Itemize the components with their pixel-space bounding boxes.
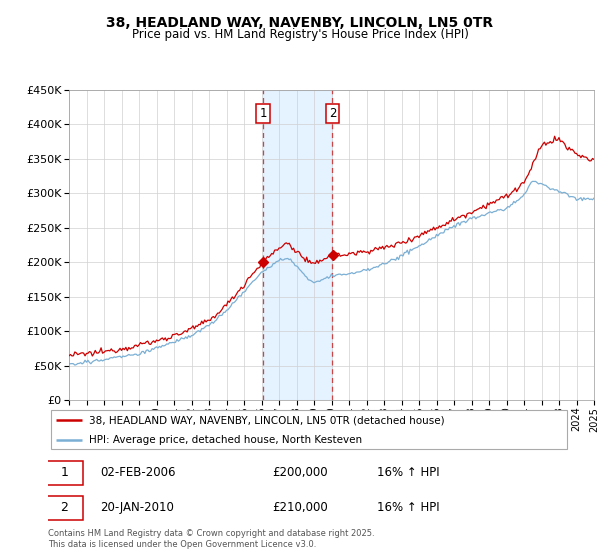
- Text: 1: 1: [259, 108, 267, 120]
- Text: 16% ↑ HPI: 16% ↑ HPI: [377, 466, 439, 479]
- Text: 2: 2: [329, 108, 336, 120]
- Text: Contains HM Land Registry data © Crown copyright and database right 2025.
This d: Contains HM Land Registry data © Crown c…: [48, 529, 374, 549]
- FancyBboxPatch shape: [46, 496, 83, 520]
- Text: 20-JAN-2010: 20-JAN-2010: [100, 501, 174, 514]
- Text: Price paid vs. HM Land Registry's House Price Index (HPI): Price paid vs. HM Land Registry's House …: [131, 28, 469, 41]
- FancyBboxPatch shape: [46, 460, 83, 485]
- Text: 1: 1: [60, 466, 68, 479]
- Text: £200,000: £200,000: [272, 466, 328, 479]
- Text: 16% ↑ HPI: 16% ↑ HPI: [377, 501, 439, 514]
- Bar: [263, 90, 332, 400]
- Text: £210,000: £210,000: [272, 501, 328, 514]
- Text: 02-FEB-2006: 02-FEB-2006: [100, 466, 176, 479]
- Text: HPI: Average price, detached house, North Kesteven: HPI: Average price, detached house, Nort…: [89, 435, 362, 445]
- Text: 2: 2: [60, 501, 68, 514]
- Text: 38, HEADLAND WAY, NAVENBY, LINCOLN, LN5 0TR (detached house): 38, HEADLAND WAY, NAVENBY, LINCOLN, LN5 …: [89, 415, 445, 425]
- FancyBboxPatch shape: [50, 410, 568, 449]
- Text: 38, HEADLAND WAY, NAVENBY, LINCOLN, LN5 0TR: 38, HEADLAND WAY, NAVENBY, LINCOLN, LN5 …: [106, 16, 494, 30]
